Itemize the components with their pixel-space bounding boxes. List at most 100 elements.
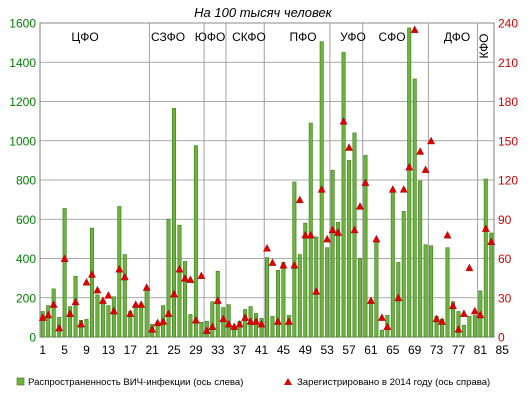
bar	[275, 269, 280, 338]
point-marker	[284, 317, 293, 325]
bar	[336, 221, 341, 338]
x-tick-label: 85	[496, 343, 510, 357]
y-right-tick-label: 210	[498, 56, 518, 70]
point-marker	[410, 25, 419, 33]
point-marker	[219, 314, 228, 323]
bar	[352, 132, 357, 338]
bar	[51, 288, 56, 338]
point-marker	[394, 293, 403, 302]
x-tick-label: 49	[299, 343, 313, 357]
bar	[368, 301, 373, 338]
x-tick-label: 77	[452, 343, 466, 357]
point-marker	[170, 289, 178, 298]
point-marker	[191, 315, 200, 324]
point-marker	[137, 300, 146, 308]
district-label: СЗФО	[151, 30, 185, 44]
point-marker	[142, 283, 151, 291]
bar	[111, 296, 116, 338]
bar	[461, 324, 466, 338]
point-marker	[159, 317, 168, 325]
point-marker	[197, 271, 206, 279]
y-right-tick-label: 0	[498, 331, 505, 345]
point-marker	[383, 322, 392, 330]
x-tick-label: 45	[277, 343, 291, 357]
bar	[483, 178, 488, 338]
x-tick-label: 25	[167, 343, 181, 357]
bar	[314, 236, 319, 338]
point-marker	[263, 244, 271, 252]
bar	[472, 315, 477, 338]
bar	[292, 181, 297, 338]
x-tick-label: 17	[124, 343, 138, 357]
point-marker	[131, 300, 140, 308]
point-marker	[432, 314, 441, 323]
point-marker	[213, 296, 222, 304]
point-marker	[77, 319, 85, 328]
y-left-tick-label: 1000	[9, 134, 36, 148]
bar	[401, 211, 406, 338]
bar	[122, 254, 127, 338]
bar	[210, 301, 215, 338]
point-marker	[339, 117, 348, 125]
y-left-tick-label: 400	[16, 252, 36, 266]
bar	[374, 240, 379, 338]
bar	[325, 247, 330, 338]
point-marker	[202, 326, 211, 334]
point-marker	[301, 230, 310, 239]
bar	[308, 122, 313, 338]
y-right-tick-label: 150	[498, 134, 518, 148]
bar	[412, 78, 417, 338]
point-marker	[186, 275, 195, 283]
x-tick-label: 37	[233, 343, 247, 357]
bar	[265, 257, 269, 338]
point-marker	[454, 325, 463, 333]
bar	[390, 189, 395, 338]
point-marker	[443, 230, 452, 239]
bar	[407, 27, 412, 338]
axes-layer: 0 200 400 600 800 1000 1200 1400 1600 0 30 60 90 120 1…	[9, 17, 518, 358]
bar	[40, 311, 45, 338]
bar	[221, 307, 226, 338]
point-marker	[317, 185, 326, 193]
point-marker	[98, 296, 107, 304]
point-marker	[356, 202, 364, 210]
x-tick-label: 21	[145, 343, 159, 357]
bar	[330, 169, 335, 338]
bar	[357, 258, 362, 338]
district-labels: ЦФО СЗФО ЮФО СКФО ПФО УФО СФО ДФО КФО	[71, 30, 491, 59]
point-marker	[224, 319, 233, 328]
bar	[363, 155, 368, 338]
point-marker	[93, 285, 102, 294]
point-marker	[405, 162, 414, 171]
bar	[445, 247, 450, 338]
x-tick-label: 61	[364, 343, 378, 357]
point-marker	[115, 264, 124, 273]
bar	[139, 304, 144, 338]
district-label: ЮФО	[195, 30, 226, 44]
y-right-tick-label: 240	[498, 17, 518, 31]
point-marker	[361, 178, 370, 187]
y-left-tick-label: 800	[16, 174, 36, 188]
legend: Распространенность ВИЧ-инфекции (ось сле…	[16, 377, 490, 388]
y-left-tick-label: 200	[16, 291, 36, 305]
point-marker	[235, 319, 244, 328]
x-tick-label: 13	[102, 343, 116, 357]
bar	[144, 288, 149, 338]
point-marker	[328, 225, 337, 234]
y-right-tick-label: 90	[498, 213, 512, 227]
point-marker	[295, 195, 304, 204]
bar	[243, 309, 248, 338]
bar	[456, 311, 461, 338]
point-marker	[323, 234, 332, 243]
point-marker	[350, 225, 359, 234]
point-marker	[312, 287, 321, 295]
bar	[341, 52, 346, 338]
bar	[199, 321, 204, 338]
bar	[193, 145, 198, 338]
point-marker	[459, 309, 468, 317]
legend-bar-swatch	[16, 377, 25, 386]
bar	[68, 306, 73, 338]
x-tick-label: 41	[255, 343, 269, 357]
point-marker	[487, 237, 496, 245]
